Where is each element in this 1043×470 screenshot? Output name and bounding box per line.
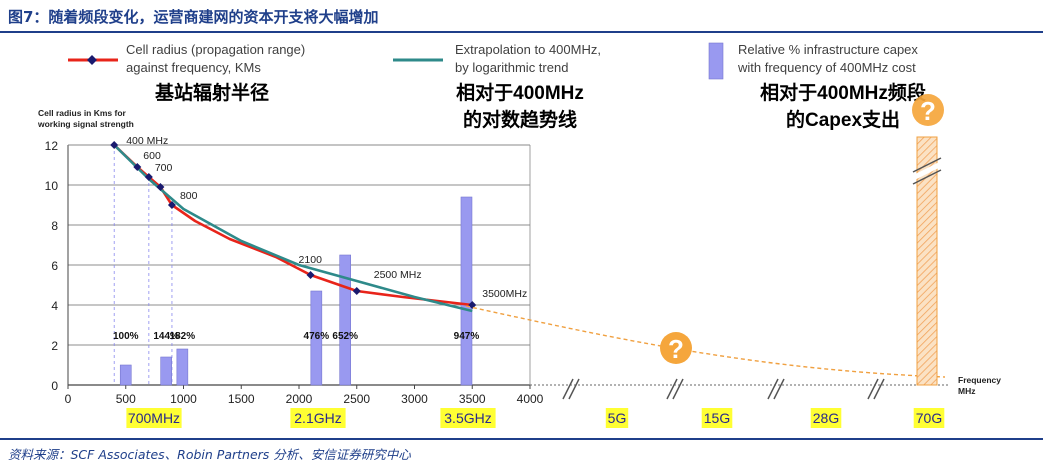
- cell-radius-point: [133, 163, 142, 171]
- capex-bar-label: 947%: [454, 331, 480, 342]
- x-axis-title-1: Frequency: [958, 375, 1001, 385]
- question-mark-15g: ?: [660, 332, 692, 364]
- page-title: 图7：随着频段变化，运营商建网的资本开支将大幅增加: [8, 8, 379, 26]
- cell-radius-point: [167, 201, 176, 209]
- capex-bar: [119, 364, 132, 386]
- question-mark-text: ?: [920, 96, 936, 126]
- band-label-highlight: [701, 408, 733, 428]
- x-tick-label: 1500: [228, 392, 255, 406]
- bar-70g: [911, 136, 943, 386]
- band-label: 28G: [813, 410, 839, 426]
- source-note: 资料来源：SCF Associates、Robin Partners 分析、安信…: [8, 447, 411, 462]
- legend: Cell radius (propagation range) against …: [68, 42, 927, 131]
- cell-radius-point: [156, 183, 165, 191]
- bar-70g-rect: [916, 136, 938, 386]
- top-divider: [0, 31, 1043, 33]
- bar-70g-break-mark: [911, 157, 943, 185]
- question-mark-circle: [660, 332, 692, 364]
- legend-cn-extrapolation-2: 的对数趋势线: [463, 108, 577, 131]
- x-tick-label: 3000: [401, 392, 428, 406]
- legend-marker-cell-radius: [87, 55, 97, 65]
- cell-radius-point-label: 800: [180, 190, 198, 202]
- y-tick-label: 12: [45, 139, 59, 153]
- legend-cn-capex-2: 的Capex支出: [786, 108, 900, 131]
- band-label-highlight: [126, 408, 182, 428]
- legend-label-cell-radius-1: Cell radius (propagation range): [126, 42, 305, 57]
- y-axis-title-2: working signal strength: [37, 119, 134, 129]
- x-tick-label: 2500: [343, 392, 370, 406]
- bottom-divider: [0, 438, 1043, 440]
- y-tick-label: 4: [51, 299, 58, 313]
- extrapolation-line: [113, 144, 473, 313]
- cell-radius-point: [110, 141, 119, 149]
- legend-cn-extrapolation-1: 相对于400MHz: [456, 81, 584, 104]
- y-tick-label: 8: [51, 219, 58, 233]
- legend-swatch-capex: [708, 42, 724, 80]
- band-label-highlight: [290, 408, 346, 428]
- band-label: 2.1GHz: [294, 410, 341, 426]
- capex-bar: [460, 196, 473, 386]
- legend-cn-cell-radius: 基站辐射半径: [154, 81, 269, 104]
- capex-bar-label: 100%: [113, 331, 139, 342]
- y-tick-label: 0: [51, 379, 58, 393]
- x-tick-label: 2000: [286, 392, 313, 406]
- y-tick-label: 10: [45, 179, 59, 193]
- band-label: 5G: [608, 410, 627, 426]
- cell-radius-point-label: 600: [143, 150, 161, 162]
- x-tick-label: 0: [65, 392, 72, 406]
- x-tick-label: 4000: [517, 392, 544, 406]
- x-axis-title-2: MHz: [958, 386, 975, 396]
- y-axis: 0 2 4 6 8 10 12: [45, 139, 59, 393]
- question-mark-70g: ?: [912, 94, 944, 126]
- cell-radius-point: [352, 287, 361, 295]
- legend-label-capex-2: with frequency of 400MHz cost: [737, 60, 916, 75]
- x-tick-label: 3500: [459, 392, 486, 406]
- capex-bar-label: 144%: [153, 331, 179, 342]
- legend-label-extrapolation-1: Extrapolation to 400MHz,: [455, 42, 601, 57]
- band-label: 70G: [916, 410, 942, 426]
- band-label-highlight: [440, 408, 496, 428]
- legend-cn-capex-1: 相对于400MHz频段: [760, 81, 927, 104]
- band-label-highlight: [810, 408, 842, 428]
- capex-bar: [160, 356, 172, 386]
- cell-radius-point: [144, 173, 153, 181]
- cell-radius-point-label: 400 MHz: [126, 135, 168, 147]
- capex-bars: 100% 144%182% 476% 652% 947%: [113, 196, 480, 386]
- question-mark-circle: [912, 94, 944, 126]
- cell-radius-point-label: 700: [155, 162, 173, 174]
- capex-bar: [339, 254, 352, 386]
- capex-bar: [176, 348, 189, 386]
- cell-radius-point-label: 2100: [299, 254, 323, 266]
- capex-trend-dashed: [465, 305, 946, 378]
- extended-axis: Frequency MHz: [530, 375, 1001, 400]
- x-tick-label: 500: [116, 392, 136, 406]
- cell-radius-point: [306, 271, 315, 279]
- band-label: 3.5GHz: [444, 410, 491, 426]
- capex-bar-label: 182%: [170, 331, 196, 342]
- legend-label-cell-radius-2: against frequency, KMs: [126, 60, 261, 75]
- band-label-highlight: [913, 408, 945, 428]
- band-label: 700MHz: [128, 410, 180, 426]
- capex-bar-label: 652%: [332, 331, 358, 342]
- band-label-highlight: [605, 408, 629, 428]
- cell-radius-point-label: 3500MHz: [482, 288, 527, 300]
- band-label: 15G: [704, 410, 730, 426]
- capex-bar-label: 476%: [304, 331, 330, 342]
- y-tick-label: 2: [51, 339, 58, 353]
- capex-bar: [310, 290, 323, 386]
- axis-break-marks: [562, 378, 885, 400]
- x-tick-label: 1000: [170, 392, 197, 406]
- band-labels: 700MHz 2.1GHz 3.5GHz 5G 15G 28G 70G: [126, 408, 945, 428]
- y-axis-title-1: Cell radius in Kms for: [38, 108, 127, 118]
- question-mark-text: ?: [668, 334, 684, 364]
- legend-label-capex-1: Relative % infrastructure capex: [738, 42, 918, 57]
- y-tick-label: 6: [51, 259, 58, 273]
- x-axis: 0 500 1000 1500 2000 2500 3000 3500 4000: [65, 385, 544, 406]
- cell-radius-point: [468, 301, 477, 309]
- legend-label-extrapolation-2: by logarithmic trend: [455, 60, 568, 75]
- cell-radius-point-label: 2500 MHz: [374, 269, 422, 281]
- frequency-guides: [113, 145, 173, 385]
